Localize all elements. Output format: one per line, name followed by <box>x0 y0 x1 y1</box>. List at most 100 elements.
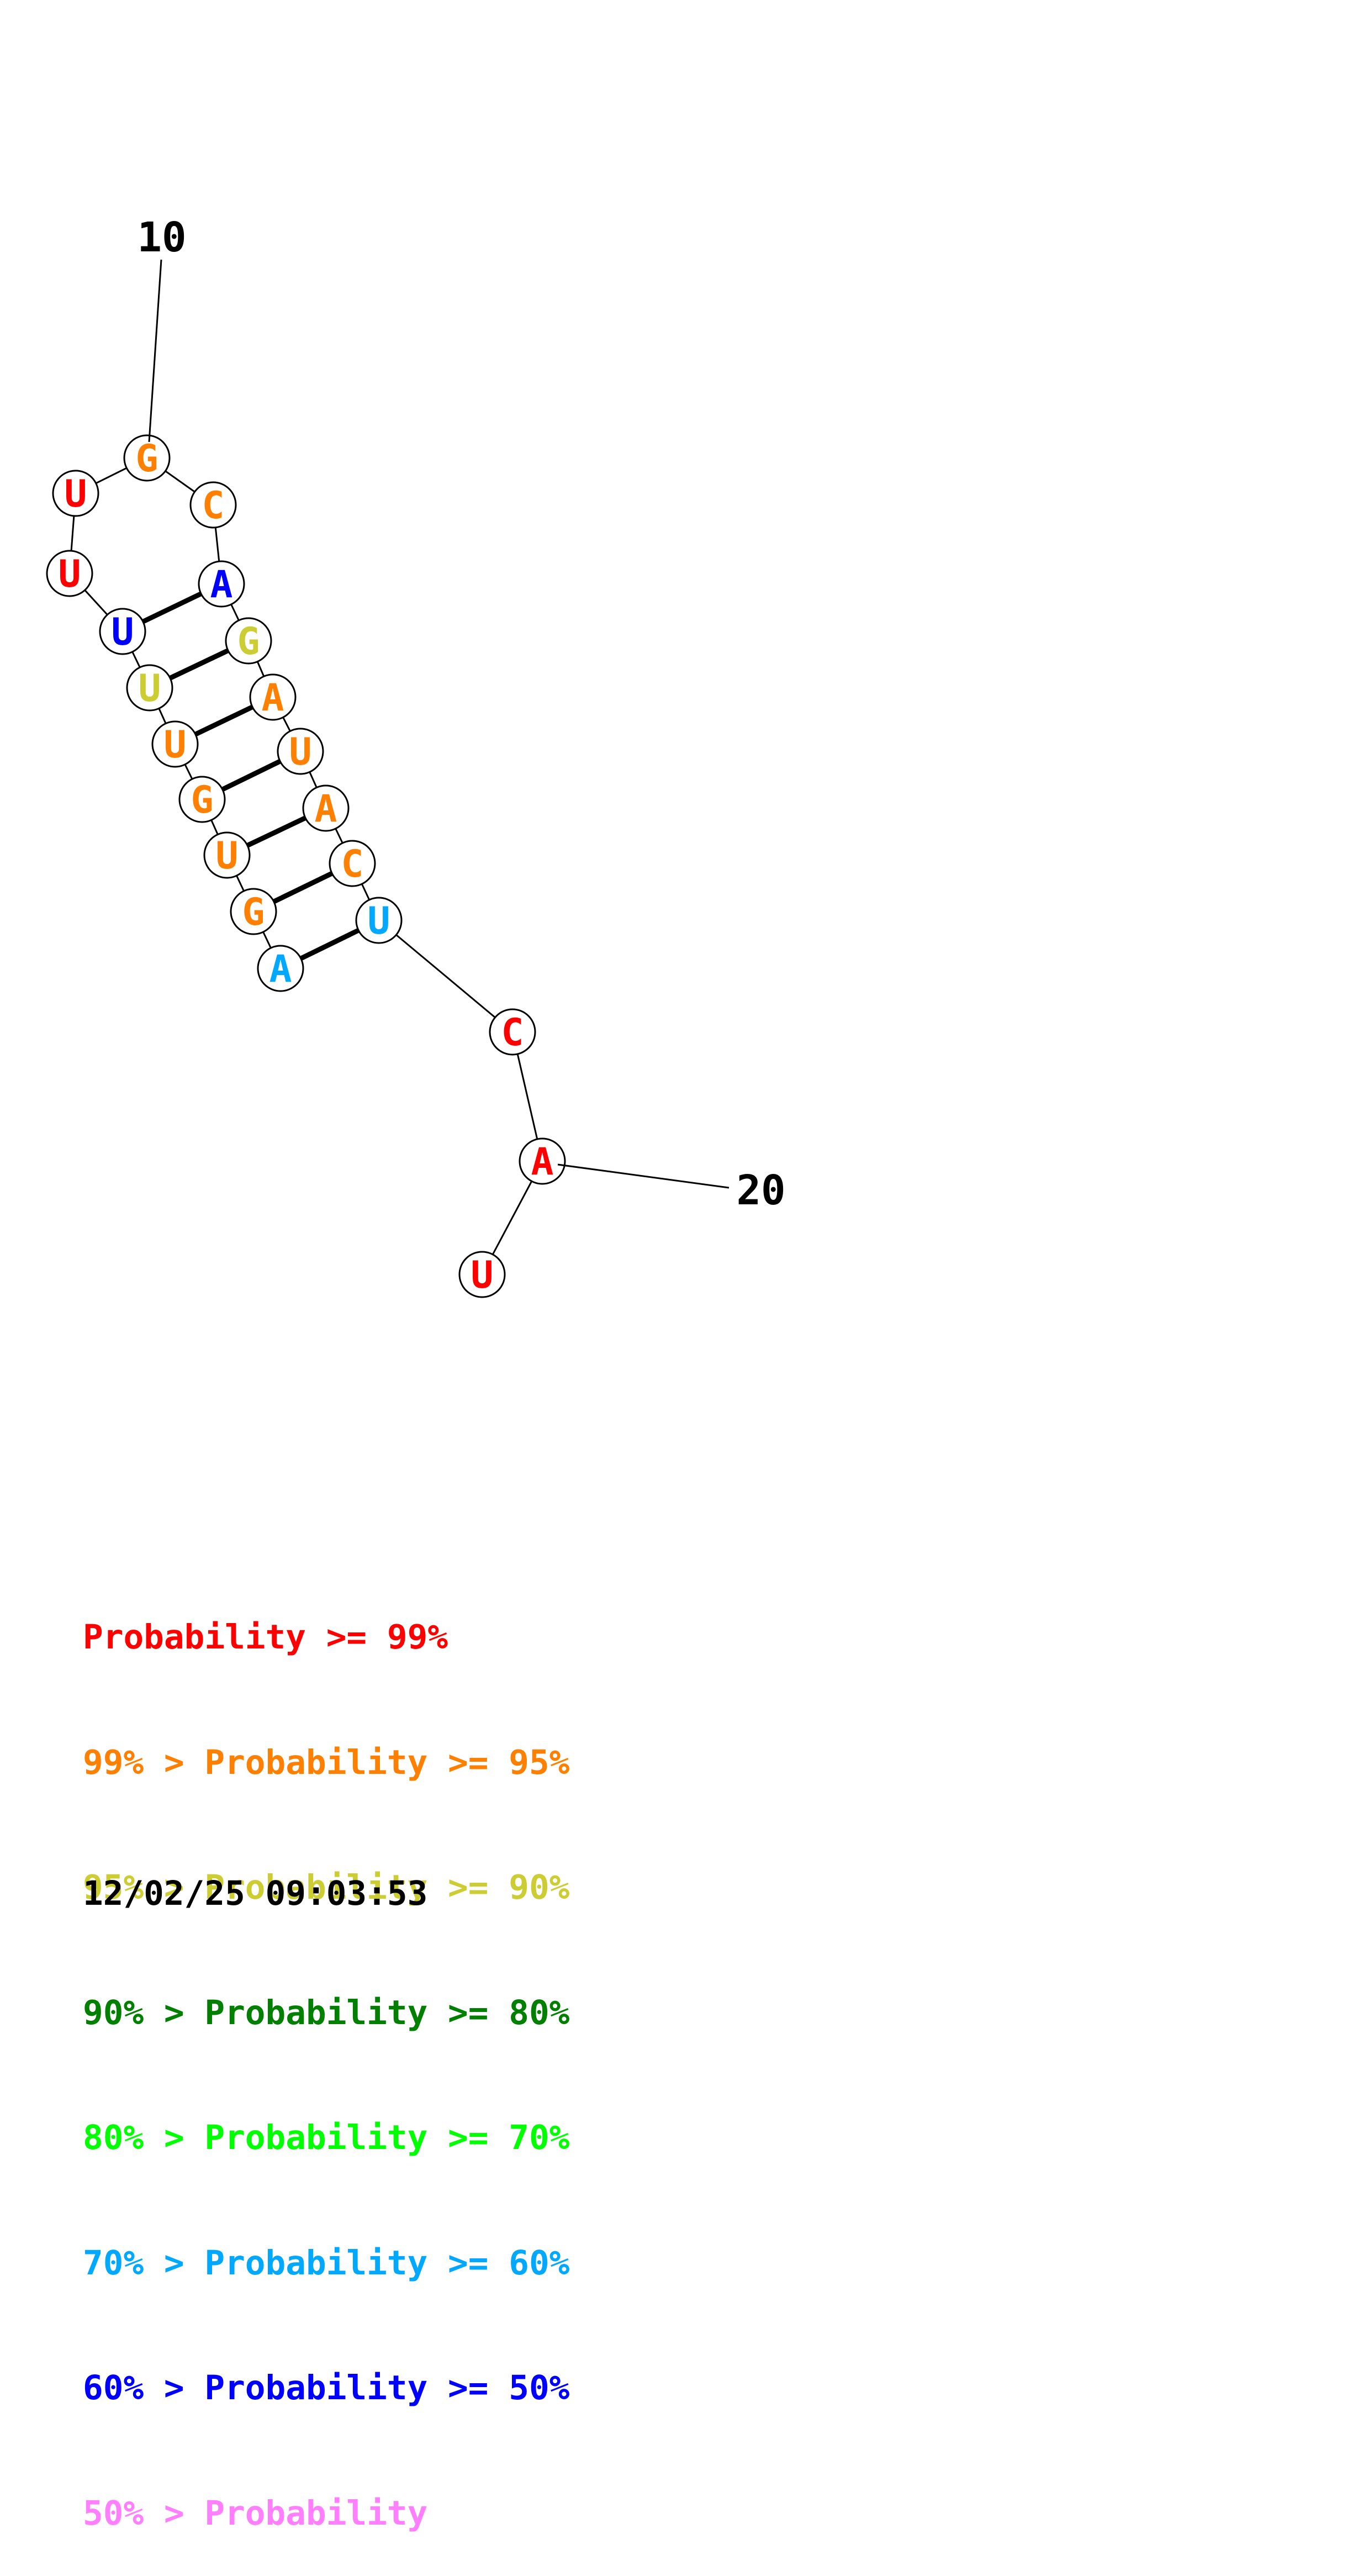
nucleotide-circle <box>126 664 173 712</box>
position-label: 20 <box>736 1167 785 1214</box>
nucleotide: A <box>198 560 245 608</box>
legend-text: Probability >= 60% <box>204 2243 570 2283</box>
base-pair-bond <box>221 758 282 792</box>
nucleotide: U <box>52 470 99 517</box>
legend-text: Probability <box>204 2493 428 2533</box>
nucleotide-base: G <box>191 778 214 822</box>
position-label: 10 <box>137 214 186 261</box>
legend-prefix: 60% > <box>83 2368 205 2408</box>
base-pair-bond <box>299 928 360 961</box>
base-pair-bonds <box>142 591 360 961</box>
legend-prefix: 80% > <box>83 2118 205 2157</box>
legend-row: 60% > Probability >= 50% <box>83 2367 569 2409</box>
base-pair-bond <box>272 871 334 904</box>
nucleotide: C <box>189 481 237 529</box>
nucleotide-circle <box>99 608 146 655</box>
nucleotide-circle <box>189 481 237 529</box>
base-pair-bond <box>194 704 253 737</box>
nucleotide-base: C <box>202 484 225 528</box>
backbone-link <box>378 919 513 1033</box>
nucleotide-circle <box>355 897 403 944</box>
nucleotide: A <box>302 784 350 832</box>
base-pair-bond <box>246 815 306 848</box>
nucleotide-base: G <box>237 620 260 663</box>
legend-text: Probability >= 90% <box>204 1868 570 1907</box>
nucleotide-circle <box>225 617 272 665</box>
nucleotide: U <box>46 550 93 597</box>
nucleotide: U <box>203 831 251 879</box>
nucleotide-circle <box>198 560 245 608</box>
nucleotide: G <box>178 776 226 823</box>
nucleotide: G <box>123 434 171 482</box>
nucleotide-circle <box>519 1137 566 1185</box>
legend-row: 80% > Probability >= 70% <box>83 2117 569 2159</box>
nucleotide-base: C <box>501 1011 524 1055</box>
nucleotide-base: U <box>216 834 239 878</box>
nucleotide-circle <box>123 434 171 482</box>
legend-row: Probability >= 99% <box>83 1616 569 1658</box>
nucleotide: U <box>355 897 403 944</box>
nucleotide: U <box>126 664 173 712</box>
label-leader-line <box>148 259 162 442</box>
legend-row: 95% > Probability >= 90% <box>83 1867 569 1909</box>
position-labels: 10 20 <box>137 214 785 1214</box>
nucleotide-base: A <box>531 1140 554 1184</box>
nucleotide: G <box>230 888 277 935</box>
nucleotide-circle <box>203 831 251 879</box>
label-leader-line <box>557 1163 730 1189</box>
nucleotide: U <box>99 608 146 655</box>
nucleotide: C <box>329 840 376 887</box>
nucleotide: U <box>458 1251 506 1298</box>
legend-text: Probability >= 99% <box>83 1618 448 1657</box>
nucleotide: G <box>225 617 272 665</box>
nucleotide: C <box>489 1008 536 1056</box>
nucleotide-base: U <box>289 730 312 774</box>
legend-text: Probability >= 50% <box>204 2368 570 2408</box>
nucleotide-base: U <box>112 610 134 654</box>
nucleotide-circle <box>458 1251 506 1298</box>
nucleotide: U <box>277 728 324 775</box>
nucleotide-base: G <box>242 891 265 934</box>
nucleotide-circle <box>178 776 226 823</box>
legend-row: 50% > Probability <box>83 2493 569 2535</box>
nucleotide-base: U <box>65 472 87 516</box>
legend-prefix: 95% > <box>83 1868 205 1907</box>
legend-text: Probability >= 70% <box>204 2118 570 2157</box>
nucleotide-base: U <box>164 723 187 767</box>
legend-row: 99% > Probability >= 95% <box>83 1742 569 1784</box>
nucleotide: A <box>249 673 297 721</box>
base-pair-bond <box>169 648 229 681</box>
timestamp: 12/02/25 09:03:53 <box>83 1874 428 1913</box>
backbone-lines <box>68 457 543 1275</box>
nucleotide-base: A <box>269 947 292 991</box>
probability-legend: Probability >= 99% 99% > Probability >= … <box>83 1533 569 2576</box>
nucleotide-base: U <box>59 552 81 596</box>
nucleotide-circle <box>257 945 304 992</box>
nucleotide: A <box>519 1137 566 1185</box>
nucleotide-base: A <box>210 563 233 607</box>
nucleotide-base: A <box>315 787 337 831</box>
nucleotide-base: C <box>341 842 364 886</box>
legend-row: 90% > Probability >= 80% <box>83 1992 569 2034</box>
nucleotide-circle <box>329 840 376 887</box>
nucleotide: U <box>151 720 199 768</box>
legend-prefix: 70% > <box>83 2243 205 2283</box>
nucleotide-circle <box>230 888 277 935</box>
legend-prefix: 99% > <box>83 1742 205 1782</box>
legend-text: Probability >= 80% <box>204 1993 570 2032</box>
nucleotide-circle <box>489 1008 536 1056</box>
nucleotide-base: A <box>262 676 284 720</box>
nucleotide-circle <box>277 728 324 775</box>
legend-prefix: 90% > <box>83 1993 205 2032</box>
nucleotide-circle <box>52 470 99 517</box>
nucleotide-base: U <box>139 667 161 710</box>
legend-prefix: 50% > <box>83 2493 205 2533</box>
nucleotide-circle <box>302 784 350 832</box>
nucleotide: A <box>257 945 304 992</box>
legend-text: Probability >= 95% <box>204 1742 570 1782</box>
nucleotide-base: U <box>471 1253 494 1297</box>
nucleotide-circle <box>46 550 93 597</box>
nucleotide-circle <box>249 673 297 721</box>
